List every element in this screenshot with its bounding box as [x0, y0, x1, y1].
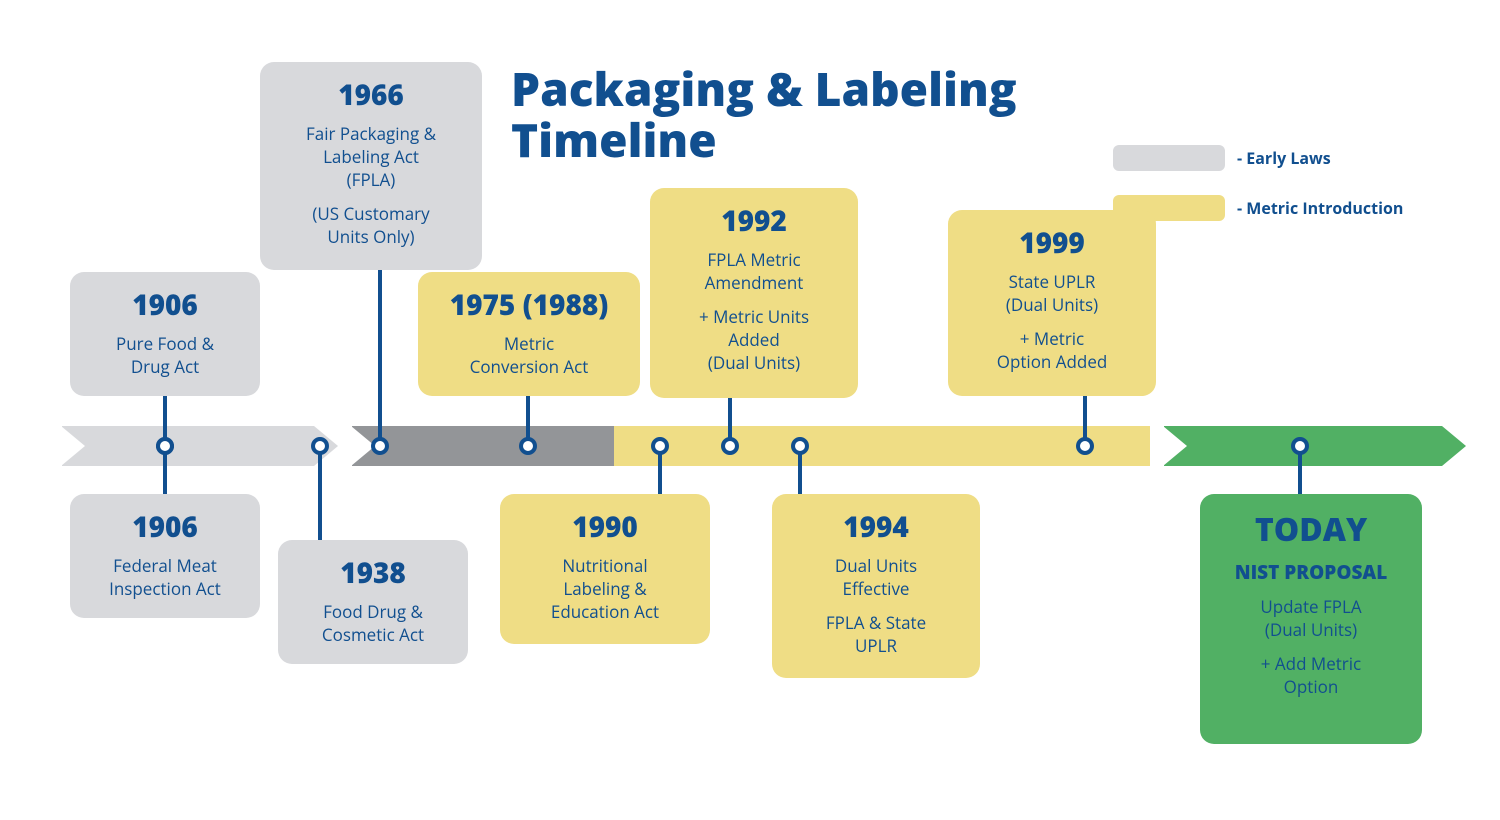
legend-label-early: - Early Laws: [1237, 147, 1331, 169]
event-line: Option: [1216, 675, 1406, 698]
event-line: FPLA Metric: [666, 248, 842, 271]
event-line: [964, 316, 1140, 327]
arrow-segment-2: [352, 426, 1150, 466]
event-line: + Add Metric: [1216, 652, 1406, 675]
event-year: TODAY: [1216, 508, 1406, 551]
connector-stem: [378, 270, 382, 446]
event-line: Labeling Act: [276, 145, 466, 168]
event-line: Added: [666, 328, 842, 351]
event-year: 1906: [86, 508, 244, 546]
event-line: [666, 294, 842, 305]
timeline-infographic: Packaging & Labeling Timeline - Early La…: [0, 0, 1500, 820]
event-year: 1992: [666, 202, 842, 240]
arrow-segment-1: [62, 426, 338, 466]
event-card-c1990: 1990 NutritionalLabeling &Education Act: [500, 494, 710, 644]
event-line: (US Customary: [276, 202, 466, 225]
connector-stem: [318, 446, 322, 540]
arrow-segment-3: [1164, 426, 1466, 466]
event-line: Pure Food &: [86, 332, 244, 355]
event-line: Nutritional: [516, 554, 694, 577]
event-card-c1966: 1966 Fair Packaging &Labeling Act(FPLA) (…: [260, 62, 482, 270]
event-line: FPLA & State: [788, 611, 964, 634]
event-subhead: NIST PROPOSAL: [1216, 559, 1406, 585]
event-card-c1906a: 1906 Pure Food &Drug Act: [70, 272, 260, 396]
event-line: (Dual Units): [1216, 618, 1406, 641]
event-line: Fair Packaging &: [276, 122, 466, 145]
legend-swatch-early: [1113, 145, 1225, 171]
connector-ring: [156, 437, 174, 455]
event-line: (Dual Units): [964, 293, 1140, 316]
connector-ring: [519, 437, 537, 455]
event-line: Dual Units: [788, 554, 964, 577]
event-line: UPLR: [788, 634, 964, 657]
connector-ring: [721, 437, 739, 455]
event-line: Option Added: [964, 350, 1140, 373]
event-line: + Metric: [964, 327, 1140, 350]
connector-ring: [1076, 437, 1094, 455]
event-line: Amendment: [666, 271, 842, 294]
connector-ring: [1291, 437, 1309, 455]
event-line: Conversion Act: [434, 355, 624, 378]
event-line: Effective: [788, 577, 964, 600]
event-line: + Metric Units: [666, 305, 842, 328]
event-year: 1966: [276, 76, 466, 114]
event-line: Federal Meat: [86, 554, 244, 577]
connector-ring: [651, 437, 669, 455]
event-card-c1938: 1938 Food Drug &Cosmetic Act: [278, 540, 468, 664]
legend-early-laws: - Early Laws: [1113, 145, 1331, 171]
connector-ring: [311, 437, 329, 455]
event-year: 1999: [964, 224, 1140, 262]
connector-ring: [791, 437, 809, 455]
arrow-overlay-band: [614, 426, 1150, 466]
event-line: (FPLA): [276, 168, 466, 191]
event-card-c1999: 1999 State UPLR(Dual Units) + MetricOptio…: [948, 210, 1156, 396]
event-line: Update FPLA: [1216, 595, 1406, 618]
page-title: Packaging & Labeling Timeline: [511, 64, 1131, 165]
event-line: Education Act: [516, 600, 694, 623]
event-year: 1938: [294, 554, 452, 592]
event-line: Inspection Act: [86, 577, 244, 600]
event-line: Drug Act: [86, 355, 244, 378]
event-line: Metric: [434, 332, 624, 355]
event-line: Labeling &: [516, 577, 694, 600]
event-line: [788, 600, 964, 611]
event-year: 1994: [788, 508, 964, 546]
event-year: 1975 (1988): [434, 286, 624, 324]
event-line: Cosmetic Act: [294, 623, 452, 646]
event-line: [1216, 641, 1406, 652]
event-year: 1990: [516, 508, 694, 546]
event-line: [276, 191, 466, 202]
event-card-c1975: 1975 (1988) MetricConversion Act: [418, 272, 640, 396]
event-line: Units Only): [276, 225, 466, 248]
legend-label-metric: - Metric Introduction: [1237, 197, 1403, 219]
event-line: Food Drug &: [294, 600, 452, 623]
legend-metric-intro: - Metric Introduction: [1113, 195, 1403, 221]
connector-ring: [371, 437, 389, 455]
event-line: (Dual Units): [666, 351, 842, 374]
event-card-c1994: 1994 Dual UnitsEffective FPLA & StateUPLR: [772, 494, 980, 678]
event-year: 1906: [86, 286, 244, 324]
event-line: State UPLR: [964, 270, 1140, 293]
event-card-ctoday: TODAY NIST PROPOSAL Update FPLA(Dual Units…: [1200, 494, 1422, 744]
event-card-c1906b: 1906 Federal MeatInspection Act: [70, 494, 260, 618]
event-card-c1992: 1992 FPLA MetricAmendment + Metric UnitsA…: [650, 188, 858, 398]
title-text: Packaging & Labeling Timeline: [511, 58, 1017, 171]
